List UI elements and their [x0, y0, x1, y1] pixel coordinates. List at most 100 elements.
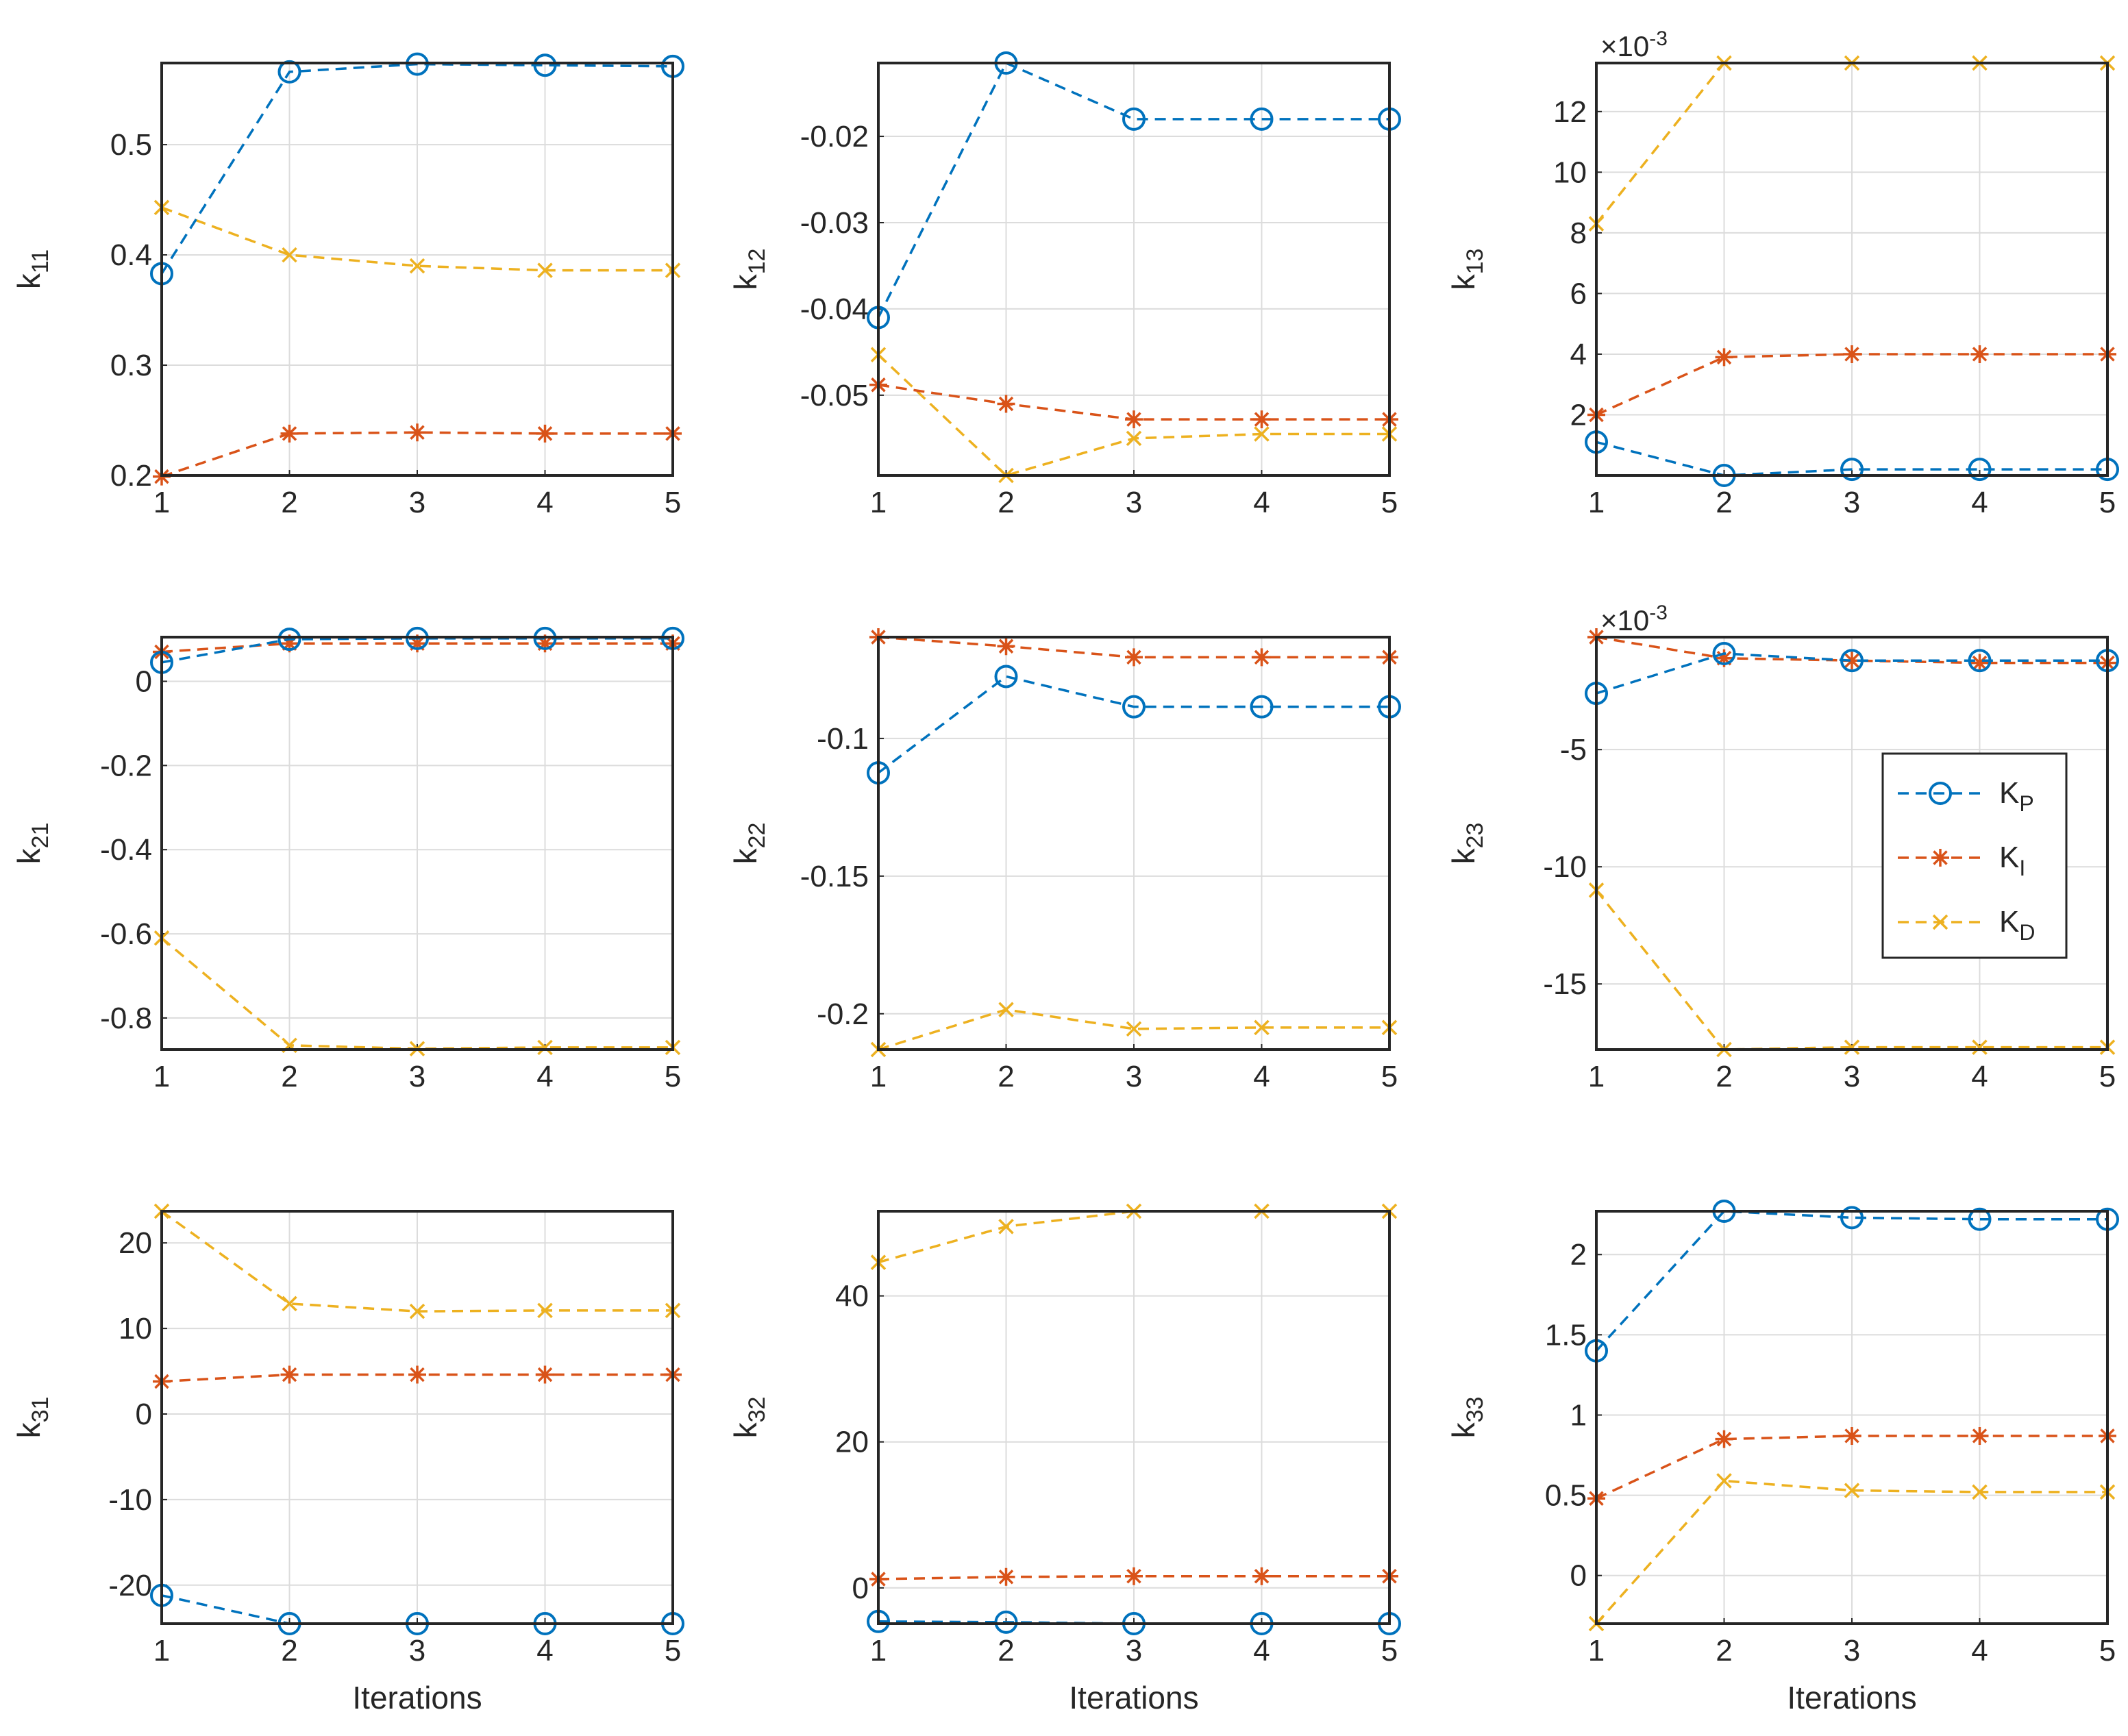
data-point-kp [994, 1610, 1018, 1634]
data-point-ki [408, 634, 426, 653]
data-point-ki [1125, 410, 1143, 429]
legend-box [1881, 752, 2068, 959]
x-tick-label: 1 [1588, 486, 1605, 519]
x-tick-label: 5 [1381, 1634, 1398, 1667]
x-tick-label: 4 [536, 1634, 553, 1667]
y-axis-label-sub: 13 [1462, 249, 1488, 275]
data-point-kp [1968, 1207, 1992, 1231]
x-tick-label: 3 [409, 1060, 425, 1093]
legend-item-kp: KP [1898, 776, 2034, 816]
y-tick-label: -0.6 [100, 917, 152, 951]
x-tick-label: 1 [1588, 1634, 1605, 1667]
x-tick-label: 2 [1716, 486, 1732, 519]
y-axis-label: k12 [728, 249, 770, 290]
y-tick-label: 0.2 [110, 459, 152, 493]
legend-item-kd: KD [1898, 905, 2035, 945]
data-point-kd [1126, 430, 1142, 447]
y-axis-label: k22 [728, 823, 770, 865]
data-point-kd [1126, 1021, 1142, 1037]
legend-label: KP [1999, 776, 2034, 816]
data-point-ki [1970, 1426, 1989, 1445]
y-axis-label-base: k [728, 847, 763, 864]
data-point-kp [1250, 695, 1274, 719]
data-point-ki [280, 424, 299, 443]
x-tick-label: 5 [2099, 1060, 2116, 1093]
axes-box [877, 1210, 1391, 1625]
data-point-kd [537, 1039, 553, 1056]
x-tick-label: 2 [281, 486, 297, 519]
x-tick-label: 4 [536, 486, 553, 519]
x-tick-label: 5 [1381, 1060, 1398, 1093]
subplot-k22: 1 2 3 4 5 -0.2 -0.15 -0.1 k22 [728, 628, 1401, 1093]
legend-label-base: K [1999, 841, 2019, 874]
exponent-base: ×10 [1600, 604, 1649, 636]
legend-marker [1931, 849, 1949, 867]
x-tick-label: 3 [1844, 486, 1860, 519]
x-tick-label: 4 [1971, 1634, 1988, 1667]
x-tick-label: 1 [153, 486, 170, 519]
subplot-k21: 1 2 3 4 5 -0.8 -0.6 -0.4 -0.2 0 k21 [11, 626, 684, 1093]
subplot-k11: 1 2 3 4 5 0.2 0.3 0.4 0.5 k11 [11, 52, 684, 519]
y-tick-label: -0.8 [100, 1002, 152, 1035]
data-point-ki [1125, 648, 1143, 667]
x-tick-label: 2 [1716, 1634, 1732, 1667]
data-point-ki [1843, 652, 1861, 670]
y-axis-label-base: k [11, 273, 47, 289]
y-tick-label: 6 [1570, 277, 1587, 310]
exponent-power: -3 [1649, 27, 1668, 50]
y-tick-label: 20 [119, 1226, 152, 1260]
legend-label-base: K [1999, 905, 2019, 939]
x-tick-label: 1 [870, 1634, 887, 1667]
x-tick-label: 4 [536, 1060, 553, 1093]
y-tick-label: 0.4 [110, 238, 152, 272]
x-axis-label: Iterations [1787, 1680, 1916, 1715]
y-tick-label: 1.5 [1545, 1318, 1587, 1352]
data-point-ki [1252, 410, 1271, 429]
legend-marker [1932, 914, 1948, 930]
y-axis-label-sub: 21 [27, 823, 53, 849]
x-tick-label: 2 [1716, 1060, 1732, 1093]
y-tick-label: -0.4 [100, 833, 152, 867]
x-tick-label: 2 [281, 1634, 297, 1667]
y-axis-label-sub: 23 [1462, 823, 1488, 849]
axes-box [160, 636, 674, 1051]
x-tick-label: 1 [153, 1060, 170, 1093]
y-tick-label: 0 [1570, 1559, 1587, 1593]
data-point-ki [280, 634, 299, 653]
data-point-ki [536, 634, 554, 653]
x-tick-label: 5 [665, 1060, 681, 1093]
series-line-kp [1596, 652, 2107, 695]
data-point-kp [277, 628, 301, 652]
axes-box [877, 636, 1391, 1051]
x-tick-label: 2 [998, 1060, 1014, 1093]
y-tick-label: -15 [1543, 967, 1587, 1001]
y-axis-label-sub: 33 [1462, 1397, 1488, 1423]
x-tick-label: 4 [1971, 486, 1988, 519]
y-tick-label: -5 [1560, 733, 1587, 767]
y-axis-label-base: k [728, 273, 763, 290]
legend-label-sub: D [2019, 920, 2035, 945]
data-point-kp [277, 60, 301, 84]
y-tick-label: 0 [136, 665, 152, 699]
y-tick-label: -0.1 [817, 722, 869, 756]
data-point-kd [1716, 1473, 1732, 1489]
data-point-ki [536, 424, 554, 443]
x-tick-label: 4 [1253, 1060, 1270, 1093]
x-tick-label: 4 [1971, 1060, 1988, 1093]
y-axis-label-base: k [11, 847, 47, 864]
axes-box [1595, 62, 2109, 477]
x-tick-label: 2 [281, 1060, 297, 1093]
data-point-ki [1715, 1430, 1733, 1448]
data-point-ki [536, 1365, 554, 1384]
x-tick-label: 5 [2099, 486, 2116, 519]
data-point-kp [1712, 641, 1736, 665]
data-point-ki [408, 423, 426, 442]
data-point-kp [1250, 107, 1274, 131]
data-point-kp [1968, 649, 1992, 673]
y-axis-label-sub: 11 [27, 249, 53, 273]
y-axis-label: k32 [728, 1397, 770, 1439]
y-tick-label: 0 [852, 1572, 869, 1605]
